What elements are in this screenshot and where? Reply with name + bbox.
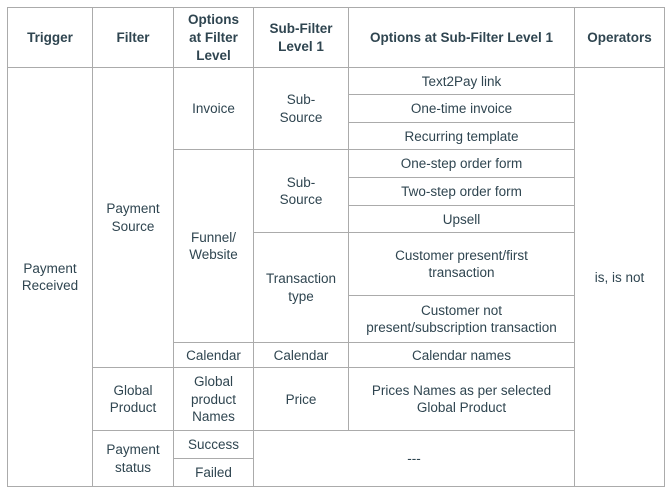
header-filter: Filter [92,6,174,69]
cell-suboption-upsell: Upsell [348,205,575,234]
cell-suboption-calendar-names: Calendar names [348,342,575,369]
cell-subfilter-sub-source-invoice: Sub- Source [253,67,349,151]
cell-option-funnel-website: Funnel/ Website [173,149,254,344]
cell-option-global-product-names: Global product Names [173,367,254,432]
cell-suboption-recurring-template: Recurring template [348,122,575,151]
cell-suboption-two-step-order-form: Two-step order form [348,177,575,207]
cell-subfilter-calendar: Calendar [253,342,349,369]
cell-filter-payment-status: Payment status [92,430,174,488]
table-row: Transaction type Customer present/first … [8,232,665,344]
cell-filter-payment-source: Payment Source [92,67,174,369]
table-row: Recurring template [8,122,665,151]
header-sub-filter-level-1: Sub-Filter Level 1 [253,6,349,69]
cell-option-success: Success [173,430,254,460]
table-row: One-time invoice [8,94,665,124]
cell-subfilter-transaction-type: Transaction type [253,232,349,344]
cell-trigger-payment-received: Payment Received [7,67,93,488]
cell-suboption-one-step-order-form: One-step order form [348,149,575,179]
table-row: Customer not present/subscription transa… [8,295,665,344]
cell-option-calendar: Calendar [173,342,254,369]
cell-subfilter-price: Price [253,367,349,432]
table-row: Payment Received Payment Source Invoice … [7,67,665,488]
cell-subfilter-sub-source-funnel: Sub- Source [253,149,349,234]
cell-suboption-customer-not-present: Customer not present/subscription transa… [348,295,575,344]
payment-trigger-filters-table: Trigger Filter Options at Filter Level S… [7,6,665,488]
cell-filter-global-product: Global Product [92,367,174,432]
table-row: Payment status Success --- [8,430,665,488]
header-options-at-filter-level: Options at Filter Level [173,6,254,69]
cell-suboption-customer-present: Customer present/first transaction [348,232,575,297]
header-trigger: Trigger [7,6,93,69]
table-row: Failed [8,458,665,488]
cell-suboption-prices-names: Prices Names as per selected Global Prod… [348,367,575,432]
cell-option-failed: Failed [173,458,254,488]
header-operators: Operators [574,6,665,69]
cell-operators-is-is-not: is, is not [574,67,665,488]
table-row: Upsell [8,205,665,234]
cell-suboption-none: --- [253,430,575,488]
table-row: Global Product Global product Names Pric… [8,367,665,432]
cell-suboption-text2pay-link: Text2Pay link [348,67,575,96]
cell-option-invoice: Invoice [173,67,254,151]
header-options-at-sub-filter-level-1: Options at Sub-Filter Level 1 [348,6,575,69]
header-row: Trigger Filter Options at Filter Level S… [7,6,665,69]
cell-suboption-one-time-invoice: One-time invoice [348,94,575,124]
table-row: Funnel/ Website Sub- Source One-step ord… [8,149,665,344]
table-row: Calendar Calendar Calendar names [8,342,665,369]
